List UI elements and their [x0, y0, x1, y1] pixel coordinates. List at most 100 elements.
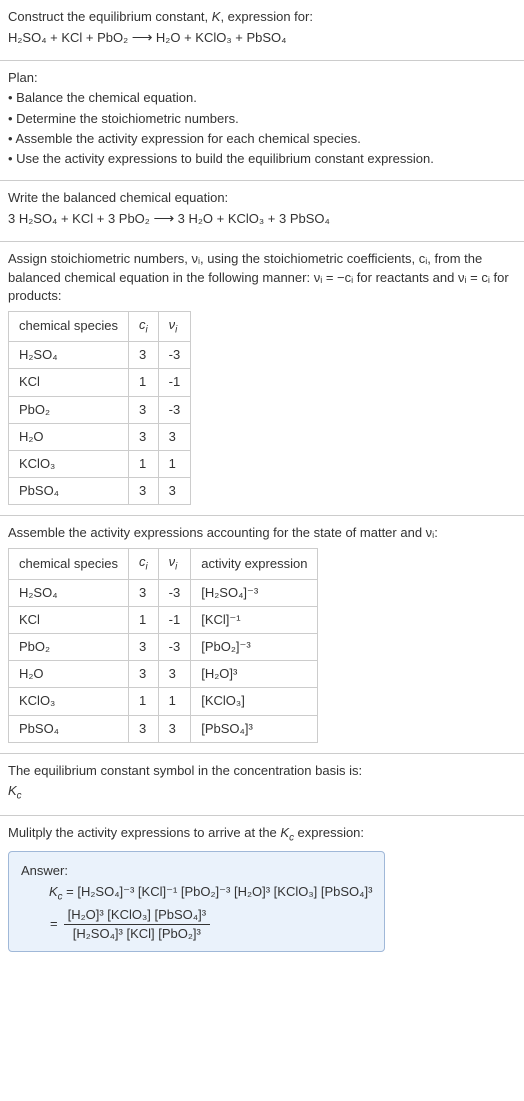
plan-item: • Assemble the activity expression for e…	[8, 130, 516, 148]
cell-nui: 3	[158, 715, 191, 742]
cell-expr: [H₂O]³	[191, 661, 318, 688]
cell-species: PbSO₄	[9, 715, 129, 742]
col-ci: ci	[129, 311, 159, 341]
table-row: KCl1-1	[9, 369, 191, 396]
cell-ci: 3	[129, 579, 159, 606]
cell-nui: 1	[158, 450, 191, 477]
cell-nui: -1	[158, 606, 191, 633]
cell-ci: 1	[129, 688, 159, 715]
cell-ci: 3	[129, 634, 159, 661]
table-row: PbSO₄33[PbSO₄]³	[9, 715, 318, 742]
table-row: PbO₂3-3	[9, 396, 191, 423]
plan-item: • Use the activity expressions to build …	[8, 150, 516, 168]
col-expr: activity expression	[191, 549, 318, 579]
cell-species: H₂O	[9, 423, 129, 450]
answer-body: Kc = [H₂SO₄]⁻³ [KCl]⁻¹ [PbO₂]⁻³ [H₂O]³ […	[21, 883, 372, 944]
kc-symbol-section: The equilibrium constant symbol in the c…	[0, 754, 524, 815]
col-species: chemical species	[9, 311, 129, 341]
balanced-equation-section: Write the balanced chemical equation: 3 …	[0, 181, 524, 241]
cell-species: H₂SO₄	[9, 579, 129, 606]
table-row: KClO₃11	[9, 450, 191, 477]
table-header-row: chemical species ci νi	[9, 311, 191, 341]
col-ci: ci	[129, 549, 159, 579]
cell-ci: 3	[129, 396, 159, 423]
cell-species: KCl	[9, 606, 129, 633]
kc-fraction-denominator: [H₂SO₄]³ [KCl] [PbO₂]³	[64, 925, 210, 944]
col-nui: νi	[158, 311, 191, 341]
cell-species: KCl	[9, 369, 129, 396]
cell-ci: 3	[129, 342, 159, 369]
cell-expr: [KCl]⁻¹	[191, 606, 318, 633]
kc-fraction: = [H₂O]³ [KClO₃] [PbSO₄]³ [H₂SO₄]³ [KCl]…	[49, 906, 210, 943]
cell-ci: 1	[129, 450, 159, 477]
balanced-lhs: 3 H₂SO₄ + KCl + 3 PbO₂	[8, 211, 150, 226]
activity-section: Assemble the activity expressions accoun…	[0, 516, 524, 753]
cell-nui: -1	[158, 369, 191, 396]
cell-expr: [KClO₃]	[191, 688, 318, 715]
balanced-rhs: 3 H₂O + KClO₃ + 3 PbSO₄	[178, 211, 330, 226]
plan-heading: Plan:	[8, 69, 516, 87]
cell-ci: 3	[129, 478, 159, 505]
cell-ci: 3	[129, 715, 159, 742]
cell-expr: [PbO₂]⁻³	[191, 634, 318, 661]
cell-expr: [PbSO₄]³	[191, 715, 318, 742]
cell-nui: -3	[158, 634, 191, 661]
table-row: H₂O33	[9, 423, 191, 450]
cell-nui: 3	[158, 661, 191, 688]
stoich-intro: Assign stoichiometric numbers, νᵢ, using…	[8, 250, 516, 305]
kc-fraction-eq: =	[49, 906, 64, 943]
multiply-section: Mulitply the activity expressions to arr…	[0, 816, 524, 962]
problem-statement: Construct the equilibrium constant, K, e…	[0, 0, 524, 60]
plan-item-text: Use the activity expressions to build th…	[16, 151, 434, 166]
cell-species: KClO₃	[9, 688, 129, 715]
multiply-line: Mulitply the activity expressions to arr…	[8, 824, 516, 845]
plan-item: • Determine the stoichiometric numbers.	[8, 110, 516, 128]
col-nui: νi	[158, 549, 191, 579]
balanced-heading: Write the balanced chemical equation:	[8, 189, 516, 207]
kc-symbol-line2: Kc	[8, 782, 516, 803]
cell-ci: 3	[129, 423, 159, 450]
table-row: KCl1-1[KCl]⁻¹	[9, 606, 318, 633]
table-row: H₂O33[H₂O]³	[9, 661, 318, 688]
eq-rhs: H₂O + KClO₃ + PbSO₄	[156, 30, 287, 45]
plan-item: • Balance the chemical equation.	[8, 89, 516, 107]
table-row: H₂SO₄3-3[H₂SO₄]⁻³	[9, 579, 318, 606]
cell-nui: -3	[158, 579, 191, 606]
cell-ci: 3	[129, 661, 159, 688]
answer-label: Answer:	[21, 862, 372, 880]
stoich-table: chemical species ci νi H₂SO₄3-3 KCl1-1 P…	[8, 311, 191, 505]
answer-box: Answer: Kc = [H₂SO₄]⁻³ [KCl]⁻¹ [PbO₂]⁻³ …	[8, 851, 385, 952]
table-row: KClO₃11[KClO₃]	[9, 688, 318, 715]
cell-species: PbO₂	[9, 634, 129, 661]
cell-nui: 3	[158, 478, 191, 505]
balanced-equation: 3 H₂SO₄ + KCl + 3 PbO₂ ⟶ 3 H₂O + KClO₃ +…	[8, 209, 516, 229]
balanced-arrow: ⟶	[153, 211, 174, 227]
problem-title: Construct the equilibrium constant, K, e…	[8, 8, 516, 26]
table-header-row: chemical species ci νi activity expressi…	[9, 549, 318, 579]
unbalanced-equation: H₂SO₄ + KCl + PbO₂ ⟶ H₂O + KClO₃ + PbSO₄	[8, 28, 516, 48]
cell-species: PbSO₄	[9, 478, 129, 505]
eq-lhs: H₂SO₄ + KCl + PbO₂	[8, 30, 128, 45]
table-row: PbSO₄33	[9, 478, 191, 505]
cell-ci: 1	[129, 369, 159, 396]
kc-fraction-numerator: [H₂O]³ [KClO₃] [PbSO₄]³	[64, 906, 210, 925]
col-species: chemical species	[9, 549, 129, 579]
plan-item-text: Balance the chemical equation.	[16, 90, 197, 105]
plan-item-text: Determine the stoichiometric numbers.	[16, 111, 239, 126]
cell-species: PbO₂	[9, 396, 129, 423]
cell-nui: -3	[158, 342, 191, 369]
kc-symbol-line1: The equilibrium constant symbol in the c…	[8, 762, 516, 780]
cell-nui: 1	[158, 688, 191, 715]
cell-species: H₂SO₄	[9, 342, 129, 369]
activity-intro: Assemble the activity expressions accoun…	[8, 524, 516, 542]
activity-table: chemical species ci νi activity expressi…	[8, 548, 318, 742]
plan-section: Plan: • Balance the chemical equation. •…	[0, 61, 524, 180]
plan-item-text: Assemble the activity expression for eac…	[15, 131, 360, 146]
cell-ci: 1	[129, 606, 159, 633]
eq-arrow: ⟶	[132, 30, 153, 46]
cell-nui: -3	[158, 396, 191, 423]
kc-flat-expression: Kc = [H₂SO₄]⁻³ [KCl]⁻¹ [PbO₂]⁻³ [H₂O]³ […	[49, 883, 372, 904]
cell-nui: 3	[158, 423, 191, 450]
cell-expr: [H₂SO₄]⁻³	[191, 579, 318, 606]
cell-species: KClO₃	[9, 450, 129, 477]
